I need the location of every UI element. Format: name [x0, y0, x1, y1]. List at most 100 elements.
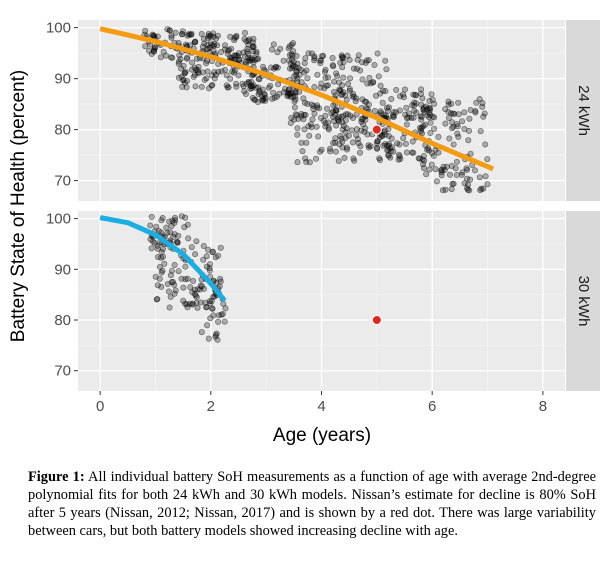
data-point: [403, 121, 410, 128]
data-point: [208, 297, 215, 304]
data-point: [218, 48, 225, 55]
nissan-estimate-dot: [371, 124, 383, 135]
data-point: [379, 99, 386, 106]
data-point: [189, 59, 196, 66]
data-point: [206, 267, 213, 274]
data-point: [323, 105, 330, 112]
polynomial-fit-line: [99, 26, 495, 172]
data-point: [204, 35, 211, 42]
data-point: [299, 148, 306, 155]
data-point: [346, 86, 353, 93]
data-point: [377, 110, 384, 117]
data-point: [302, 55, 309, 62]
data-point: [182, 300, 189, 307]
data-point: [382, 88, 389, 95]
data-point: [370, 79, 377, 86]
nissan-estimate-dot: [371, 314, 383, 326]
data-point: [480, 113, 487, 120]
data-point: [312, 155, 319, 162]
data-point: [298, 79, 305, 86]
data-point: [471, 167, 478, 174]
data-point: [429, 113, 436, 120]
data-point: [382, 57, 389, 64]
data-point: [233, 80, 240, 87]
data-point: [311, 57, 318, 64]
data-point: [421, 109, 428, 116]
data-point: [197, 299, 204, 306]
data-point: [347, 75, 354, 82]
data-point: [339, 138, 346, 145]
facet-strip: [566, 211, 600, 391]
data-point: [164, 280, 171, 287]
data-point: [309, 50, 316, 57]
data-point: [435, 133, 442, 140]
data-point: [249, 57, 256, 64]
data-point: [157, 54, 164, 61]
data-point: [364, 80, 371, 87]
data-point: [306, 132, 313, 139]
data-point: [158, 254, 165, 261]
data-point: [184, 221, 191, 228]
data-point: [211, 40, 218, 47]
data-point: [158, 249, 165, 256]
data-point: [169, 54, 176, 61]
data-point: [255, 91, 262, 98]
data-point: [221, 318, 228, 325]
data-point: [142, 43, 149, 50]
data-point: [291, 93, 298, 100]
data-point: [382, 131, 389, 138]
data-point: [430, 152, 437, 159]
data-point: [448, 186, 455, 193]
data-point: [158, 269, 165, 276]
data-point: [322, 123, 329, 130]
data-point: [373, 145, 380, 152]
data-point: [476, 174, 483, 181]
data-point: [200, 243, 207, 250]
x-axis-title: Age (years): [273, 425, 371, 446]
data-point: [383, 66, 390, 73]
data-point: [147, 222, 154, 229]
data-point: [420, 165, 427, 172]
data-point: [315, 133, 322, 140]
data-point: [245, 37, 252, 44]
data-point: [325, 74, 332, 81]
data-point: [217, 244, 224, 251]
data-point: [332, 148, 339, 155]
data-point: [417, 90, 424, 97]
data-point: [155, 228, 162, 235]
data-point: [418, 113, 425, 120]
data-point: [181, 224, 188, 231]
data-point: [340, 74, 347, 81]
data-point: [477, 187, 484, 194]
data-point: [226, 54, 233, 61]
data-point: [182, 68, 189, 75]
data-point: [317, 57, 324, 64]
data-point: [193, 294, 200, 301]
data-point: [302, 155, 309, 162]
data-point: [256, 87, 263, 94]
data-point: [394, 140, 401, 147]
data-point: [359, 76, 366, 83]
data-point: [356, 149, 363, 156]
data-point: [213, 71, 220, 78]
data-point: [243, 58, 250, 65]
scatter-points: [141, 26, 491, 194]
data-point: [288, 114, 295, 121]
data-point: [325, 124, 332, 131]
data-point: [385, 126, 392, 133]
data-point: [268, 46, 275, 53]
data-point: [317, 148, 324, 155]
data-point: [243, 38, 250, 45]
data-point: [349, 139, 356, 146]
data-point: [296, 71, 303, 78]
data-point: [466, 187, 473, 194]
data-point: [320, 52, 327, 59]
data-point: [154, 282, 161, 289]
data-point: [477, 128, 484, 135]
data-point: [472, 108, 479, 115]
data-point: [402, 111, 409, 118]
data-point: [464, 166, 471, 173]
data-point: [203, 253, 210, 260]
data-point: [339, 144, 346, 151]
data-point: [453, 172, 460, 179]
